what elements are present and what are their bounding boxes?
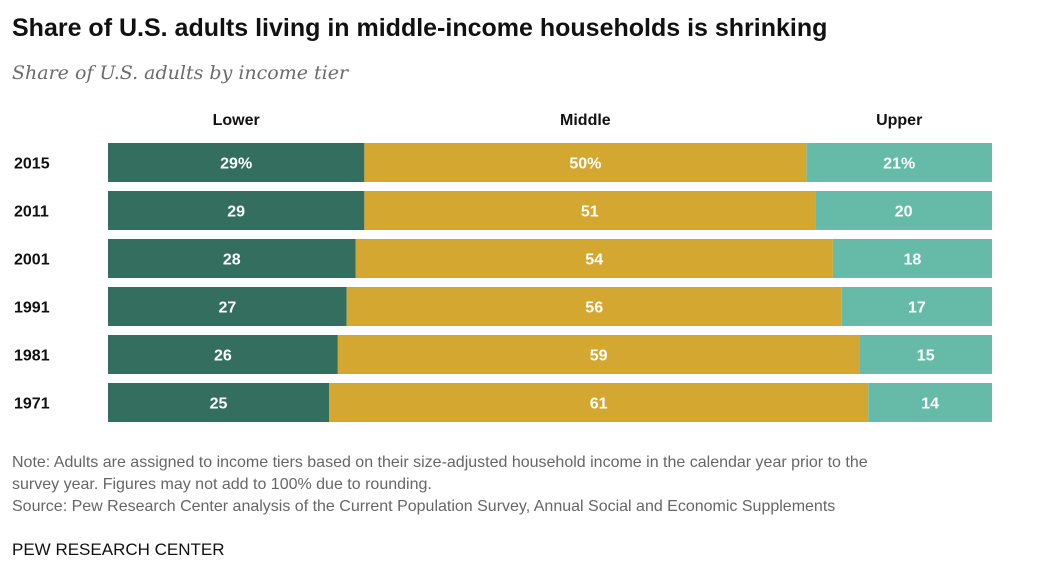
bar-value-label: 59	[590, 348, 608, 365]
bar-lower	[108, 191, 365, 230]
bar-middle	[355, 239, 833, 278]
bar-value-label: 28	[223, 252, 241, 269]
bar-upper	[841, 287, 992, 326]
bar-lower	[108, 335, 338, 374]
chart-subtitle: Share of U.S. adults by income tier	[12, 62, 349, 84]
bar-value-label: 20	[895, 204, 913, 221]
note-line-2: survey year. Figures may not add to 100%…	[12, 476, 432, 493]
year-label: 2001	[14, 252, 50, 269]
bar-value-label: 54	[585, 252, 603, 269]
bar-value-label: 17	[908, 300, 926, 317]
bar-value-label: 27	[218, 300, 236, 317]
bar-lower	[108, 383, 329, 422]
year-label: 2015	[14, 156, 50, 173]
bar-upper	[859, 335, 992, 374]
bar-upper	[868, 383, 992, 422]
legend-label-lower: Lower	[213, 112, 260, 129]
bar-value-label: 21%	[883, 156, 915, 173]
bar-value-label: 61	[590, 396, 608, 413]
chart-title: Share of U.S. adults living in middle-in…	[12, 14, 828, 42]
bar-value-label: 15	[917, 348, 935, 365]
bar-middle	[364, 143, 807, 182]
bar-value-label: 50%	[569, 156, 601, 173]
bar-middle	[346, 287, 842, 326]
source-line: Source: Pew Research Center analysis of …	[12, 498, 836, 515]
bar-lower	[108, 143, 365, 182]
legend-label-upper: Upper	[876, 112, 922, 129]
stacked-bar-chart: Lower Middle Upper 2015 29% 50% 21% 2011 29 51 20 2…	[14, 112, 992, 422]
note-line-1: Note: Adults are assigned to income tier…	[12, 454, 868, 471]
bar-value-label: 29	[227, 204, 245, 221]
bar-middle	[337, 335, 860, 374]
legend-label-middle: Middle	[560, 112, 611, 129]
bar-lower	[108, 287, 347, 326]
bar-middle	[364, 191, 816, 230]
bar-middle	[329, 383, 869, 422]
year-label: 1991	[14, 300, 50, 317]
year-label: 1971	[14, 396, 50, 413]
bar-value-label: 51	[581, 204, 599, 221]
bar-upper	[832, 239, 992, 278]
bar-value-label: 25	[210, 396, 228, 413]
bar-value-label: 56	[585, 300, 603, 317]
bar-upper	[806, 143, 992, 182]
bar-value-label: 14	[921, 396, 939, 413]
brand-logo: PEW RESEARCH CENTER	[12, 540, 225, 559]
bar-value-label: 18	[904, 252, 922, 269]
bar-value-label: 29%	[220, 156, 252, 173]
bar-value-label: 26	[214, 348, 232, 365]
year-label: 1981	[14, 348, 50, 365]
bar-lower	[108, 239, 356, 278]
year-label: 2011	[14, 204, 49, 221]
chart-footnote: Note: Adults are assigned to income tier…	[12, 452, 1012, 518]
bar-upper	[815, 191, 992, 230]
